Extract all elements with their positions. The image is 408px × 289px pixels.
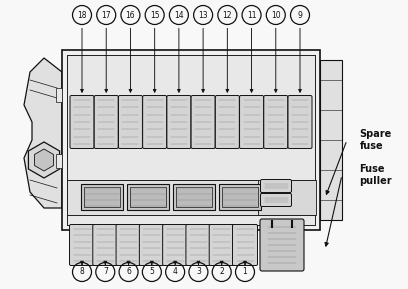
Text: 16: 16 bbox=[126, 10, 135, 19]
FancyBboxPatch shape bbox=[116, 225, 141, 266]
Bar bbox=[67, 55, 315, 225]
Bar bbox=[56, 88, 62, 102]
FancyBboxPatch shape bbox=[219, 184, 261, 210]
Text: 9: 9 bbox=[297, 10, 302, 19]
Bar bbox=[67, 180, 315, 215]
FancyBboxPatch shape bbox=[70, 95, 94, 149]
FancyBboxPatch shape bbox=[140, 225, 164, 266]
Bar bbox=[62, 50, 320, 230]
FancyBboxPatch shape bbox=[191, 95, 215, 149]
FancyBboxPatch shape bbox=[176, 187, 212, 207]
Text: 3: 3 bbox=[196, 268, 201, 277]
Text: 12: 12 bbox=[223, 10, 232, 19]
Text: 8: 8 bbox=[80, 268, 84, 277]
FancyBboxPatch shape bbox=[260, 179, 291, 192]
Text: Spare
fuse: Spare fuse bbox=[360, 129, 392, 151]
Polygon shape bbox=[24, 58, 62, 208]
Text: 14: 14 bbox=[174, 10, 184, 19]
Text: 4: 4 bbox=[173, 268, 177, 277]
FancyBboxPatch shape bbox=[143, 95, 166, 149]
FancyBboxPatch shape bbox=[173, 184, 215, 210]
Text: 2: 2 bbox=[220, 268, 224, 277]
Text: 11: 11 bbox=[247, 10, 256, 19]
FancyBboxPatch shape bbox=[130, 187, 166, 207]
Text: 18: 18 bbox=[77, 10, 87, 19]
Bar bbox=[67, 215, 315, 225]
FancyBboxPatch shape bbox=[209, 225, 234, 266]
Bar bbox=[56, 154, 62, 168]
Text: 7: 7 bbox=[103, 268, 108, 277]
Bar bbox=[67, 55, 315, 180]
FancyBboxPatch shape bbox=[239, 95, 264, 149]
FancyBboxPatch shape bbox=[84, 187, 120, 207]
FancyBboxPatch shape bbox=[222, 187, 258, 207]
Polygon shape bbox=[34, 149, 53, 171]
FancyBboxPatch shape bbox=[93, 225, 118, 266]
FancyBboxPatch shape bbox=[233, 225, 257, 266]
FancyBboxPatch shape bbox=[118, 95, 142, 149]
FancyBboxPatch shape bbox=[69, 225, 95, 266]
FancyBboxPatch shape bbox=[215, 95, 239, 149]
FancyBboxPatch shape bbox=[264, 95, 288, 149]
Bar bbox=[258, 180, 316, 215]
Text: 10: 10 bbox=[271, 10, 281, 19]
FancyBboxPatch shape bbox=[127, 184, 169, 210]
FancyBboxPatch shape bbox=[81, 184, 123, 210]
FancyBboxPatch shape bbox=[167, 95, 191, 149]
FancyBboxPatch shape bbox=[94, 95, 118, 149]
FancyBboxPatch shape bbox=[260, 219, 304, 271]
FancyBboxPatch shape bbox=[163, 225, 188, 266]
FancyBboxPatch shape bbox=[320, 60, 342, 220]
Polygon shape bbox=[29, 142, 60, 178]
Text: 13: 13 bbox=[198, 10, 208, 19]
FancyBboxPatch shape bbox=[288, 95, 312, 149]
Text: 6: 6 bbox=[126, 268, 131, 277]
Text: 15: 15 bbox=[150, 10, 160, 19]
Text: 17: 17 bbox=[102, 10, 111, 19]
Text: Fuse
puller: Fuse puller bbox=[359, 164, 392, 186]
FancyBboxPatch shape bbox=[260, 194, 291, 207]
Text: 5: 5 bbox=[149, 268, 154, 277]
Text: 1: 1 bbox=[243, 268, 247, 277]
FancyBboxPatch shape bbox=[186, 225, 211, 266]
